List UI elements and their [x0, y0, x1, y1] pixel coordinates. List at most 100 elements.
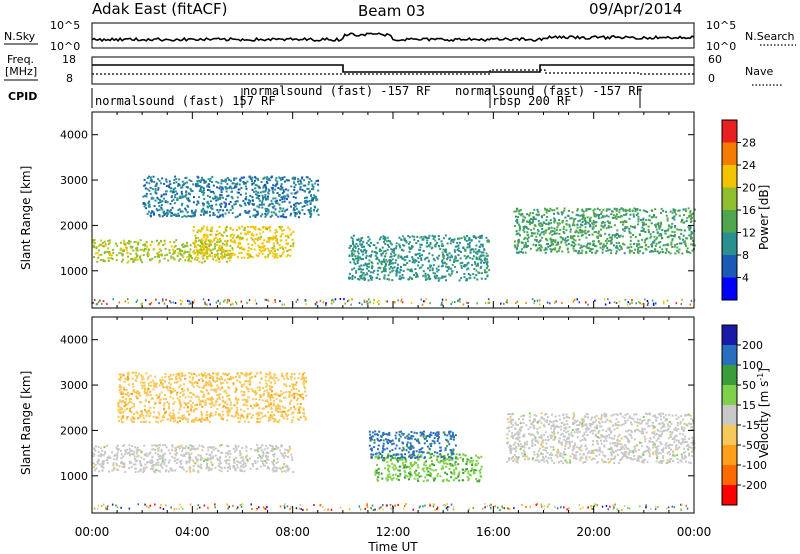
velocity-echo-cell [196, 384, 199, 387]
velocity-echo-cell [127, 383, 130, 386]
velocity-echo-cell [164, 375, 167, 378]
power-echo-cell [218, 226, 221, 228]
power-echo-cell [224, 206, 227, 208]
power-echo-cell [482, 261, 485, 264]
power-echo-cell [565, 244, 568, 247]
velocity-echo-cell [173, 381, 176, 384]
power-echo-cell [181, 244, 183, 247]
velocity-echo-cell [163, 463, 166, 466]
velocity-echo-cell [302, 377, 305, 380]
power-echo-cell [689, 210, 692, 213]
power-echo-cell [216, 250, 219, 253]
velocity-echo-cell [157, 455, 160, 458]
velocity-echo-cell [287, 467, 290, 470]
power-echo-cell [155, 182, 158, 185]
power-echo-cell [685, 220, 688, 222]
power-echo-cell [136, 246, 139, 249]
power-echo-cell [419, 246, 422, 249]
power-echo-cell [261, 194, 264, 197]
power-echo-cell [616, 213, 618, 216]
power-echo-cell [203, 211, 206, 214]
power-echo-cell [215, 199, 218, 202]
power-colorbar-swatch [722, 277, 737, 300]
velocity-echo-cell [218, 469, 221, 472]
power-echo-cell [485, 252, 488, 255]
power-echo-cell [382, 237, 385, 240]
power-echo-cell [379, 236, 382, 239]
power-echo-cell [230, 187, 233, 190]
power-echo-cell [98, 254, 101, 257]
power-echo-cell [197, 256, 200, 259]
power-echo-cell [196, 182, 199, 185]
power-echo-cell [516, 243, 519, 246]
power-clutter-cell [179, 299, 182, 302]
velocity-echo-cell [243, 461, 246, 464]
power-echo-cell [356, 261, 359, 264]
power-echo-cell [525, 226, 528, 229]
velocity-echo-cell [217, 386, 220, 389]
power-echo-cell [371, 267, 373, 270]
power-clutter-cell [96, 302, 99, 305]
power-echo-cell [282, 188, 285, 191]
power-echo-cell [532, 232, 535, 235]
velocity-echo-cell [93, 447, 96, 450]
power-echo-cell [358, 240, 361, 243]
velocity-echo-cell [242, 463, 244, 466]
power-echo-cell [522, 218, 524, 221]
power-echo-cell [172, 188, 175, 191]
power-echo-cell [580, 251, 583, 254]
velocity-echo-cell [278, 410, 281, 413]
power-echo-cell [432, 237, 435, 240]
power-echo-cell [407, 278, 410, 281]
power-echo-cell [486, 264, 489, 267]
power-echo-cell [649, 219, 652, 222]
power-echo-cell [606, 242, 608, 245]
power-echo-cell [559, 236, 562, 239]
velocity-echo-cell [221, 396, 224, 399]
power-echo-cell [366, 272, 368, 275]
power-echo-cell [281, 192, 284, 195]
power-echo-cell [150, 178, 153, 181]
power-echo-cell [253, 190, 256, 193]
velocity-echo-cell [124, 378, 127, 381]
power-echo-cell [415, 274, 418, 277]
power-echo-cell [402, 249, 405, 252]
power-clutter-cell [397, 299, 399, 302]
velocity-echo-cell [93, 466, 95, 469]
power-echo-cell [224, 226, 227, 229]
velocity-echo-cell [269, 444, 271, 447]
power-echo-cell [376, 262, 379, 265]
power-echo-cell [274, 188, 277, 191]
power-echo-cell [201, 228, 204, 230]
power-echo-cell [605, 250, 608, 252]
power-echo-cell [644, 231, 647, 233]
power-echo-cell [415, 276, 417, 278]
power-echo-cell [526, 231, 529, 234]
power-echo-cell [231, 233, 234, 236]
power-echo-cell [216, 238, 219, 241]
power-echo-cell [220, 256, 223, 259]
power-echo-cell [351, 252, 354, 255]
power-echo-cell [456, 248, 459, 251]
power-echo-cell [535, 240, 538, 243]
velocity-echo-cell [199, 403, 202, 406]
power-echo-cell [573, 224, 576, 227]
velocity-echo-cell [137, 454, 140, 457]
velocity-echo-cell [201, 399, 204, 402]
velocity-echo-cell [236, 373, 239, 376]
power-echo-cell [146, 245, 148, 248]
power-echo-cell [354, 246, 357, 249]
velocity-echo-cell [195, 416, 198, 419]
power-echo-cell [460, 237, 463, 240]
power-echo-cell [470, 248, 473, 251]
power-echo-cell [233, 179, 235, 182]
power-echo-cell [349, 244, 352, 247]
power-echo-cell [417, 257, 420, 260]
power-echo-cell [311, 183, 314, 186]
power-echo-cell [128, 242, 131, 245]
power-echo-cell [446, 242, 449, 245]
power-echo-cell [263, 176, 266, 179]
power-echo-cell [254, 226, 257, 228]
power-clutter-cell [223, 300, 225, 303]
power-echo-cell [386, 260, 389, 263]
